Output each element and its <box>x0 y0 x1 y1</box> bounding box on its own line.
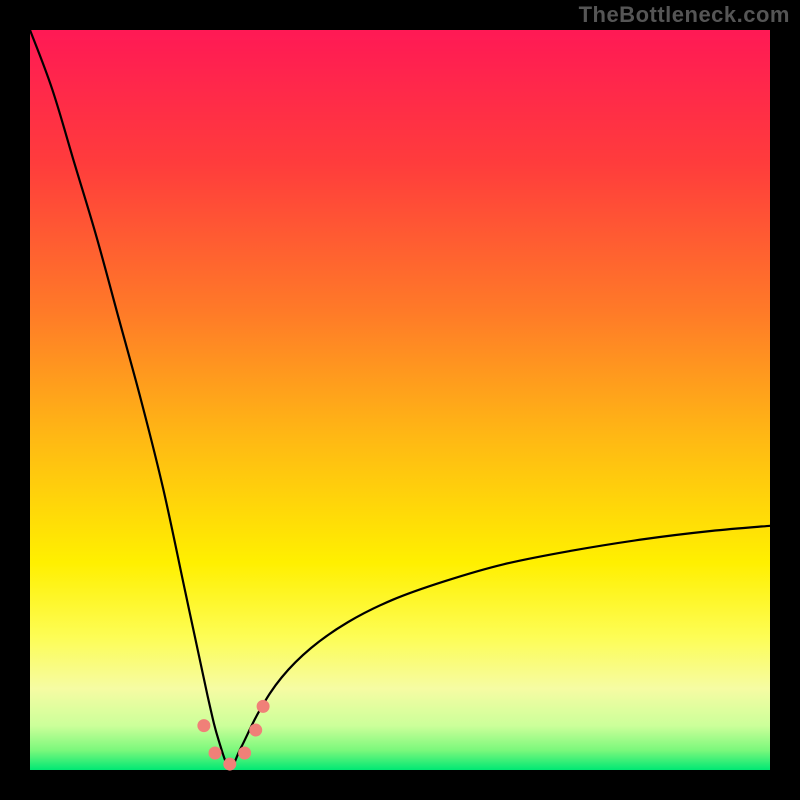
marker-point <box>209 747 221 759</box>
marker-point <box>224 758 236 770</box>
watermark-label: TheBottleneck.com <box>579 2 790 28</box>
marker-point <box>198 720 210 732</box>
marker-point <box>250 724 262 736</box>
marker-point <box>257 700 269 712</box>
marker-point <box>239 747 251 759</box>
bottleneck-chart <box>0 0 800 800</box>
